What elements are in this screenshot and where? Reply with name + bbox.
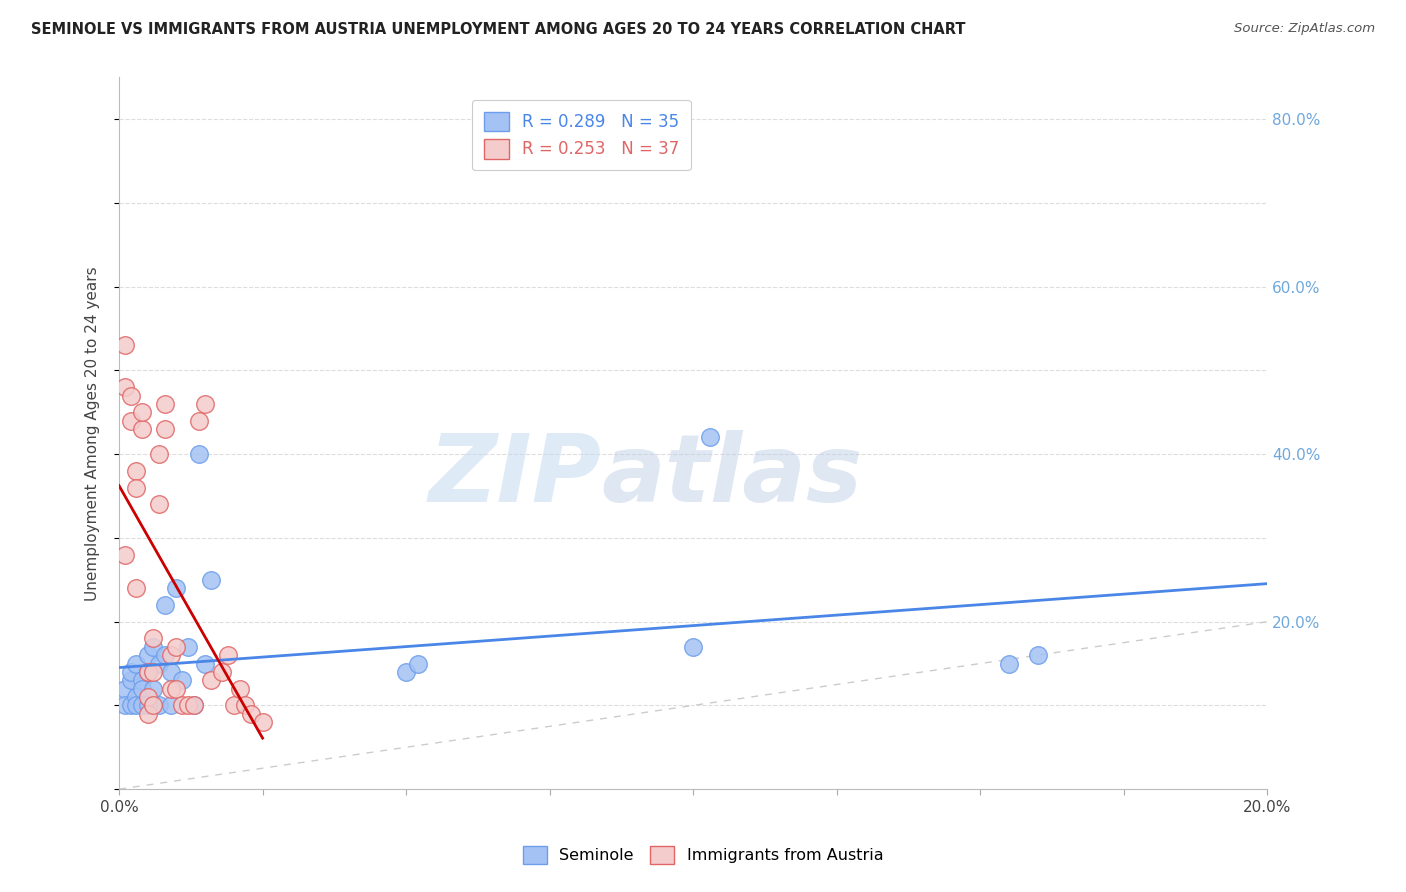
Text: ZIP: ZIP: [429, 430, 602, 522]
Point: [699, 430, 721, 444]
Point: [153, 598, 176, 612]
Text: atlas: atlas: [602, 430, 863, 522]
Point: [131, 673, 153, 688]
Point: [395, 665, 418, 679]
Point: [183, 698, 205, 713]
Point: [131, 698, 153, 713]
Point: [114, 338, 136, 352]
Point: [136, 665, 159, 679]
Point: [125, 698, 148, 713]
Point: [136, 690, 159, 704]
Point: [125, 464, 148, 478]
Point: [222, 698, 245, 713]
Point: [177, 698, 200, 713]
Point: [148, 447, 170, 461]
Point: [148, 698, 170, 713]
Point: [136, 648, 159, 663]
Point: [114, 380, 136, 394]
Point: [252, 715, 274, 730]
Point: [211, 665, 233, 679]
Y-axis label: Unemployment Among Ages 20 to 24 years: Unemployment Among Ages 20 to 24 years: [86, 266, 100, 600]
Point: [142, 640, 165, 654]
Point: [183, 698, 205, 713]
Point: [159, 648, 181, 663]
Point: [136, 706, 159, 721]
Text: SEMINOLE VS IMMIGRANTS FROM AUSTRIA UNEMPLOYMENT AMONG AGES 20 TO 24 YEARS CORRE: SEMINOLE VS IMMIGRANTS FROM AUSTRIA UNEM…: [31, 22, 966, 37]
Point: [159, 698, 181, 713]
Legend: Seminole, Immigrants from Austria: Seminole, Immigrants from Austria: [516, 839, 890, 871]
Point: [125, 481, 148, 495]
Point: [131, 422, 153, 436]
Point: [142, 698, 165, 713]
Text: Source: ZipAtlas.com: Source: ZipAtlas.com: [1234, 22, 1375, 36]
Point: [240, 706, 263, 721]
Point: [125, 657, 148, 671]
Point: [166, 581, 188, 595]
Point: [188, 447, 211, 461]
Point: [142, 632, 165, 646]
Point: [153, 422, 176, 436]
Point: [200, 673, 222, 688]
Point: [172, 673, 194, 688]
Point: [120, 698, 142, 713]
Point: [235, 698, 257, 713]
Point: [159, 681, 181, 696]
Point: [406, 657, 429, 671]
Point: [120, 389, 142, 403]
Point: [136, 698, 159, 713]
Point: [998, 657, 1021, 671]
Point: [120, 414, 142, 428]
Point: [136, 665, 159, 679]
Point: [200, 573, 222, 587]
Point: [194, 657, 217, 671]
Point: [172, 698, 194, 713]
Point: [142, 681, 165, 696]
Point: [142, 665, 165, 679]
Point: [682, 640, 704, 654]
Point: [159, 665, 181, 679]
Point: [114, 548, 136, 562]
Point: [166, 640, 188, 654]
Point: [148, 498, 170, 512]
Point: [148, 657, 170, 671]
Point: [194, 397, 217, 411]
Point: [131, 681, 153, 696]
Point: [217, 648, 239, 663]
Point: [125, 581, 148, 595]
Point: [120, 665, 142, 679]
Point: [153, 648, 176, 663]
Point: [153, 397, 176, 411]
Point: [131, 405, 153, 419]
Point: [120, 673, 142, 688]
Point: [114, 681, 136, 696]
Point: [1026, 648, 1049, 663]
Legend: R = 0.289   N = 35, R = 0.253   N = 37: R = 0.289 N = 35, R = 0.253 N = 37: [472, 100, 690, 170]
Point: [228, 681, 250, 696]
Point: [125, 690, 148, 704]
Point: [177, 640, 200, 654]
Point: [188, 414, 211, 428]
Point: [114, 698, 136, 713]
Point: [166, 681, 188, 696]
